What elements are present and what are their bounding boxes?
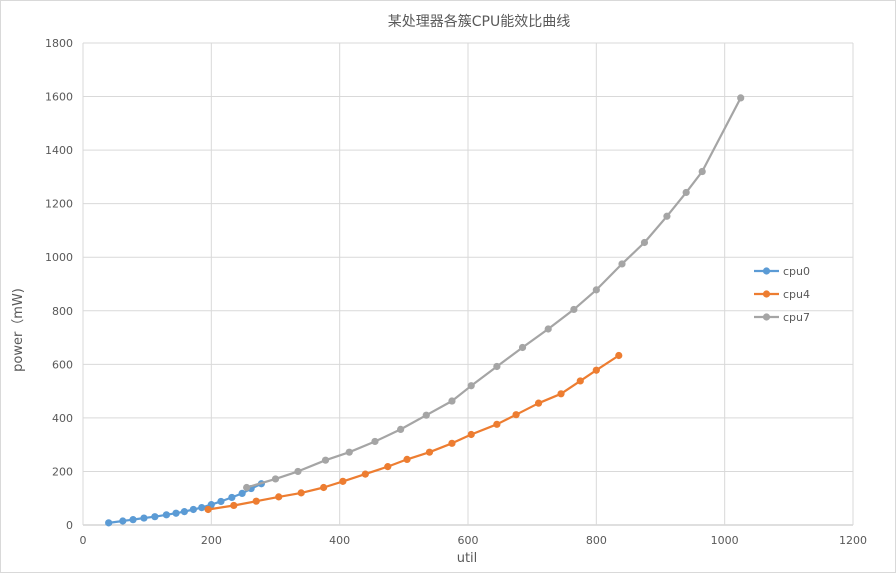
x-tick-label: 200: [201, 534, 222, 547]
x-tick-label: 800: [586, 534, 607, 547]
data-point-cpu7: [467, 382, 475, 390]
data-point-cpu4: [361, 470, 369, 478]
y-tick-label: 1200: [45, 198, 73, 211]
data-point-cpu4: [204, 505, 212, 514]
legend-label-cpu4: cpu4: [783, 288, 810, 301]
x-axis-label: util: [457, 551, 478, 566]
data-point-cpu4: [275, 493, 283, 501]
y-tick-label: 1000: [45, 251, 73, 264]
x-tick-label: 0: [80, 534, 87, 547]
data-point-cpu7: [737, 94, 745, 102]
data-point-cpu4: [339, 477, 347, 485]
series-lines: [105, 94, 745, 527]
data-point-cpu4: [320, 483, 328, 492]
y-tick-label: 1600: [45, 91, 73, 104]
data-point-cpu0: [238, 489, 246, 498]
data-point-cpu4: [448, 439, 456, 447]
data-point-cpu0: [189, 505, 197, 514]
x-tick-label: 600: [458, 534, 479, 547]
data-point-cpu0: [162, 511, 171, 519]
data-point-cpu4: [467, 430, 475, 439]
data-point-cpu7: [397, 425, 405, 434]
y-tick-label: 1800: [45, 37, 73, 50]
legend-label-cpu7: cpu7: [783, 311, 810, 324]
data-point-cpu4: [252, 497, 260, 505]
data-point-cpu0: [151, 513, 159, 521]
x-tick-label: 1000: [711, 534, 739, 547]
data-point-cpu7: [570, 305, 578, 314]
data-point-cpu7: [371, 437, 379, 446]
y-axis-label: power（mW): [11, 288, 26, 372]
data-point-cpu7: [663, 212, 671, 220]
series-line-cpu0: [108, 482, 262, 524]
data-point-cpu4: [615, 351, 623, 360]
y-tick-label: 1400: [45, 144, 73, 157]
legend-marker-cpu4: [762, 290, 771, 298]
y-tick-label: 800: [52, 305, 73, 318]
data-point-cpu4: [297, 489, 305, 497]
data-point-cpu0: [105, 519, 113, 527]
y-tick-label: 200: [52, 465, 73, 478]
data-point-cpu0: [172, 509, 180, 517]
data-point-cpu4: [534, 399, 543, 407]
data-point-cpu4: [230, 501, 238, 510]
data-point-cpu7: [243, 483, 251, 492]
legend-label-cpu0: cpu0: [783, 265, 810, 278]
data-point-cpu7: [493, 362, 501, 371]
data-point-cpu7: [592, 286, 600, 294]
x-tick-label: 1200: [839, 534, 867, 547]
legend-marker-cpu0: [762, 267, 771, 275]
data-point-cpu0: [217, 497, 225, 506]
data-point-cpu7: [518, 343, 527, 352]
data-point-cpu4: [425, 448, 434, 456]
gridlines: [82, 42, 854, 526]
x-tick-label: 400: [329, 534, 350, 547]
data-point-cpu7: [271, 475, 280, 483]
data-point-cpu4: [403, 455, 411, 463]
data-point-cpu4: [576, 377, 584, 385]
legend: cpu0 cpu4 cpu7: [754, 265, 810, 324]
data-point-cpu4: [512, 411, 520, 419]
data-point-cpu4: [557, 390, 565, 398]
data-point-cpu0: [119, 517, 127, 525]
data-point-cpu7: [321, 456, 330, 464]
data-point-cpu0: [180, 508, 188, 516]
legend-marker-cpu7: [762, 313, 771, 321]
data-point-cpu7: [640, 238, 649, 247]
data-point-cpu4: [384, 463, 392, 471]
data-point-cpu7: [294, 467, 302, 476]
data-point-cpu7: [544, 325, 552, 333]
data-point-cpu0: [228, 493, 236, 502]
data-point-cpu7: [422, 411, 430, 419]
y-tick-label: 600: [52, 358, 73, 371]
data-point-cpu0: [129, 516, 137, 524]
data-point-cpu7: [345, 448, 353, 456]
y-tick-label: 0: [66, 519, 73, 532]
data-point-cpu0: [198, 503, 206, 512]
data-point-cpu4: [592, 366, 600, 374]
data-point-cpu7: [448, 397, 456, 405]
data-point-cpu7: [682, 188, 690, 197]
data-point-cpu7: [698, 167, 706, 176]
data-point-cpu0: [140, 514, 148, 522]
chart-title: 某处理器各簇CPU能效比曲线: [388, 14, 570, 30]
data-point-cpu7: [618, 260, 626, 268]
y-tick-label: 400: [52, 412, 73, 425]
series-line-cpu4: [207, 354, 620, 511]
data-point-cpu4: [493, 420, 501, 428]
axes: 0 200 400 600 800 1000 1200 1400 1600 1800 0 200 400…: [45, 37, 867, 547]
